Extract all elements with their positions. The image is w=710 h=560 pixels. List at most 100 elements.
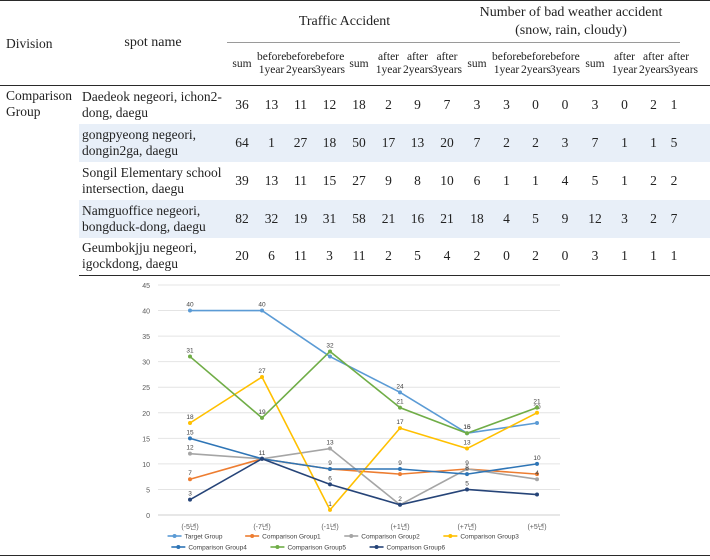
legend-label: Comparison Group6 bbox=[387, 545, 446, 552]
division-cell: Comparison Group bbox=[6, 88, 72, 119]
value-cell: 27 bbox=[352, 172, 366, 188]
data-label: 3 bbox=[188, 491, 192, 498]
data-label: 40 bbox=[258, 302, 266, 309]
legend-label: Comparison Group4 bbox=[188, 545, 247, 552]
sub-header-cell: before 1year bbox=[492, 51, 522, 76]
series-line bbox=[190, 309, 538, 435]
legend-marker bbox=[275, 545, 280, 549]
value-cell: 32 bbox=[257, 199, 286, 238]
legend-marker bbox=[176, 545, 181, 549]
sub-header-cell: after 3years bbox=[432, 51, 463, 76]
sub-header-cell: after 1year bbox=[375, 51, 402, 76]
value-cell: 2 bbox=[521, 123, 550, 162]
value-cell: 7 bbox=[462, 123, 492, 162]
value-cell: 12 bbox=[322, 96, 337, 112]
value-cell: 2 bbox=[385, 96, 392, 112]
x-tick-label: (+7년) bbox=[457, 522, 476, 531]
sub-header-cell: sum bbox=[232, 57, 252, 70]
series-line bbox=[189, 437, 538, 475]
spot-name-cell: gongpyeong negeori, dongin2ga, daegu bbox=[79, 123, 227, 162]
value-cell: 2 bbox=[374, 237, 403, 276]
value-cell: 2 bbox=[521, 237, 550, 276]
value-cell: 19 bbox=[286, 199, 315, 238]
accident-table: Division spot name Traffic Accident Numb… bbox=[0, 0, 710, 276]
bad-weather-header: Number of bad weather accident (snow, ra… bbox=[462, 0, 681, 43]
spot-name-cell: Daedeok negeori, ichon2-dong, daegu bbox=[82, 88, 222, 120]
data-point bbox=[465, 446, 469, 451]
y-tick-label: 15 bbox=[142, 436, 150, 443]
y-tick-label: 25 bbox=[142, 385, 150, 392]
value-cell: 20 bbox=[432, 123, 462, 162]
value-cell: 7 bbox=[580, 123, 610, 162]
x-tick-label: (-5년) bbox=[181, 522, 198, 531]
data-label: 31 bbox=[186, 348, 194, 355]
sub-header-cell: before 2years bbox=[521, 51, 552, 76]
table-row: gongpyeong negeori, dongin2ga, daegu 64 1 2… bbox=[0, 123, 710, 162]
value-cell: 5 bbox=[591, 172, 599, 188]
sub-header-cell: before 3years bbox=[550, 51, 581, 76]
value-cell: 3 bbox=[473, 96, 481, 112]
value-cell: 2 bbox=[650, 96, 657, 112]
value-cell: 36 bbox=[235, 96, 249, 112]
legend-label: Target Group bbox=[185, 534, 223, 541]
data-label: 9 bbox=[465, 460, 469, 467]
value-cell: 6 bbox=[257, 237, 286, 276]
sub-header-cell: before 3years bbox=[315, 51, 346, 76]
value-cell: 5 bbox=[668, 123, 681, 162]
value-cell: 7 bbox=[668, 199, 681, 238]
data-point bbox=[188, 436, 192, 441]
value-cell: 0 bbox=[621, 96, 628, 112]
value-cell: 11 bbox=[294, 172, 307, 188]
data-label: 21 bbox=[533, 399, 541, 406]
value-cell: 13 bbox=[264, 96, 279, 112]
sub-header-cell: after 1year bbox=[611, 51, 638, 76]
value-cell: 6 bbox=[473, 172, 481, 188]
value-cell: 4 bbox=[561, 172, 569, 188]
data-label: 8 bbox=[465, 465, 469, 472]
data-point bbox=[188, 451, 192, 456]
value-cell: 2 bbox=[670, 172, 678, 188]
value-cell: 16 bbox=[403, 199, 432, 238]
data-label: 32 bbox=[326, 342, 334, 349]
data-point bbox=[328, 507, 332, 512]
x-tick-label: (-7년) bbox=[253, 522, 270, 531]
data-point bbox=[535, 421, 539, 425]
data-label: 7 bbox=[188, 470, 192, 477]
data-label: 5 bbox=[465, 480, 469, 487]
value-cell: 7 bbox=[443, 96, 451, 112]
division-header: Division bbox=[0, 0, 79, 86]
bottom-rule bbox=[0, 555, 710, 556]
value-cell: 31 bbox=[315, 199, 344, 238]
data-point bbox=[398, 502, 402, 507]
data-label: 27 bbox=[258, 368, 266, 375]
data-label: 15 bbox=[463, 424, 471, 431]
value-cell: 8 bbox=[414, 172, 421, 188]
data-label: 40 bbox=[186, 302, 194, 309]
table-row: Namguoffice negeori, bongduck-dong, daeg… bbox=[0, 199, 710, 238]
data-point bbox=[465, 431, 469, 436]
series-line bbox=[189, 457, 538, 506]
value-cell: 1 bbox=[503, 172, 510, 188]
value-cell: 10 bbox=[440, 172, 454, 188]
y-tick-label: 40 bbox=[142, 309, 150, 316]
sub-header-cell: sum bbox=[585, 57, 605, 70]
row-padding bbox=[680, 86, 710, 124]
data-point bbox=[535, 477, 539, 482]
value-cell: 2 bbox=[462, 237, 492, 276]
row-padding bbox=[680, 199, 710, 238]
spot-name-cell: Songil Elementary school intersection, d… bbox=[82, 164, 222, 196]
spot-name-cell: Geumbokjju negeori, igockdong, daegu bbox=[79, 237, 227, 276]
data-label: 9 bbox=[328, 460, 332, 467]
data-point bbox=[328, 467, 332, 471]
data-point bbox=[535, 410, 539, 415]
value-cell: 1 bbox=[670, 96, 678, 112]
sub-header-cell: before 1year bbox=[257, 51, 287, 76]
data-point bbox=[188, 497, 192, 502]
data-point bbox=[398, 467, 402, 471]
value-cell: 18 bbox=[315, 123, 344, 162]
line-chart: 0 5 10 15 20 25 30 35 40 45 (-5년) (-7년) (-1년) (+1년) (+… bbox=[0, 280, 710, 560]
value-cell: 2 bbox=[492, 123, 521, 162]
value-cell: 1 bbox=[532, 172, 539, 188]
data-point bbox=[188, 421, 192, 425]
data-label: 24 bbox=[396, 383, 404, 390]
